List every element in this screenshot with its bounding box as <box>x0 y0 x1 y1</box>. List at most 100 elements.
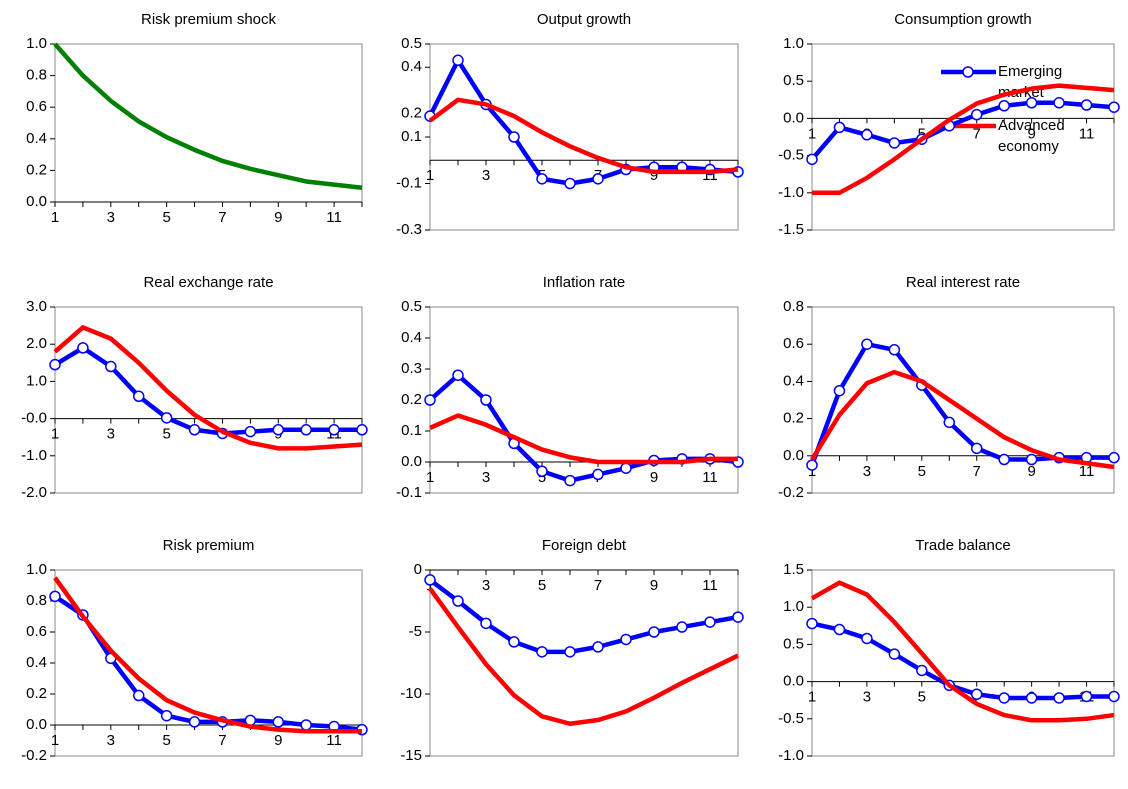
y-tick-label: -0.5 <box>778 147 804 164</box>
y-tick-label: 0.2 <box>401 105 422 122</box>
marker <box>833 623 846 636</box>
marker <box>1108 690 1120 703</box>
x-tick-label: 11 <box>1079 125 1095 142</box>
marker <box>861 338 873 350</box>
marker <box>806 153 818 166</box>
marker <box>424 574 436 586</box>
x-tick-label: 11 <box>326 732 342 749</box>
x-tick-label: 1 <box>51 426 59 443</box>
chart-title: Trade balance <box>915 537 1010 554</box>
x-tick-label: 9 <box>650 469 658 486</box>
marker <box>888 648 901 660</box>
y-tick-label: 1.0 <box>783 598 804 615</box>
y-tick-label: 0.4 <box>783 372 804 389</box>
y-tick-label: 0 <box>414 561 422 578</box>
marker <box>272 716 285 728</box>
marker <box>536 646 548 658</box>
y-tick-label: 0.4 <box>26 654 47 671</box>
y-tick-label: -0.2 <box>21 747 47 764</box>
x-tick-label: 11 <box>702 469 718 486</box>
series-line <box>427 58 739 186</box>
y-tick-label: 0.5 <box>401 35 422 52</box>
marker <box>704 616 716 628</box>
series-line <box>810 580 1115 723</box>
x-tick-label: 7 <box>973 125 981 142</box>
y-tick-label: 1.0 <box>26 561 47 578</box>
y-tick-label: -0.1 <box>396 174 422 191</box>
x-tick-label: 9 <box>274 732 282 749</box>
series-line <box>53 325 363 451</box>
marker <box>508 636 520 648</box>
marker <box>592 173 604 185</box>
y-tick-label: 0.8 <box>26 67 47 84</box>
y-tick-label: 0.0 <box>401 453 422 470</box>
marker <box>1025 97 1038 109</box>
chart-title: Foreign debt <box>542 537 627 554</box>
y-tick-label: 0.5 <box>783 635 804 652</box>
marker <box>452 595 464 607</box>
marker <box>49 590 61 603</box>
x-tick-label: 7 <box>594 577 602 594</box>
x-tick-label: 9 <box>1027 463 1035 480</box>
plot-frame <box>811 43 1115 231</box>
marker <box>272 424 285 436</box>
marker <box>998 692 1010 704</box>
x-tick-label: 1 <box>808 125 816 142</box>
y-tick-label: 0.0 <box>26 716 47 733</box>
marker <box>328 424 340 436</box>
y-tick-label: -1.0 <box>778 184 804 201</box>
x-tick-label: 3 <box>107 732 115 749</box>
plot-frame <box>429 43 739 231</box>
plot-frame <box>429 569 739 757</box>
y-tick-label: -0.1 <box>396 484 422 501</box>
y-tick-label: 0.2 <box>783 410 804 427</box>
y-tick-label: -1.0 <box>21 447 47 464</box>
plot-frame <box>429 306 739 494</box>
y-tick-label: 0.1 <box>401 422 422 439</box>
y-tick-label: -1.0 <box>778 747 804 764</box>
marker <box>676 621 688 633</box>
marker <box>592 641 604 653</box>
y-tick-label: 0.4 <box>401 58 422 75</box>
y-tick-label: 0.8 <box>26 592 47 609</box>
marker <box>620 633 632 646</box>
marker <box>132 689 145 702</box>
marker <box>564 646 576 658</box>
marker <box>970 688 983 700</box>
y-tick-label: -1.5 <box>778 221 804 238</box>
series-line <box>53 42 363 191</box>
marker <box>1025 453 1038 466</box>
marker <box>970 442 983 455</box>
x-tick-label: 11 <box>326 209 342 226</box>
y-tick-label: -15 <box>400 747 422 764</box>
x-tick-label: 3 <box>482 167 490 184</box>
marker <box>861 129 873 141</box>
x-tick-label: 5 <box>918 463 926 480</box>
y-tick-label: 0.6 <box>783 335 804 352</box>
marker <box>480 617 492 630</box>
y-tick-label: 0.4 <box>401 329 422 346</box>
x-tick-label: 1 <box>426 469 434 486</box>
marker <box>564 177 576 190</box>
marker <box>998 100 1010 112</box>
marker <box>833 121 846 134</box>
y-tick-label: -0.2 <box>778 484 804 501</box>
chart-title: Risk premium shock <box>141 11 277 28</box>
y-tick-label: 0.5 <box>783 72 804 89</box>
chart-title: Real exchange rate <box>143 274 273 291</box>
marker <box>49 358 61 371</box>
series-line <box>809 341 1114 466</box>
marker <box>806 617 818 630</box>
x-tick-label: 5 <box>918 689 926 706</box>
series-line <box>428 578 739 655</box>
marker <box>732 611 744 623</box>
x-tick-label: 3 <box>107 426 115 443</box>
y-tick-label: 1.0 <box>26 35 47 52</box>
series-line <box>810 369 1115 470</box>
x-tick-label: 3 <box>482 469 490 486</box>
marker <box>536 465 548 478</box>
y-tick-label: 0.4 <box>26 130 47 147</box>
marker <box>356 424 368 436</box>
marker <box>300 719 312 731</box>
